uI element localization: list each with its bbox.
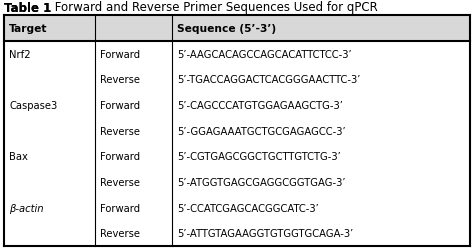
Text: 5’-TGACCAGGACTCACGGGAACTTC-3’: 5’-TGACCAGGACTCACGGGAACTTC-3’ [177,75,360,85]
Text: Caspase3: Caspase3 [9,101,57,110]
Text: Sequence (5’-3’): Sequence (5’-3’) [177,24,276,34]
Text: Target: Target [9,24,47,34]
Text: β-actin: β-actin [9,203,44,213]
Text: 5’-AAGCACAGCCAGCACATTCTCC-3’: 5’-AAGCACAGCCAGCACATTCTCC-3’ [177,50,351,59]
Text: 5’-ATTGTAGAAGGTGTGGTGCAGA-3’: 5’-ATTGTAGAAGGTGTGGTGCAGA-3’ [177,228,353,238]
Text: 5’-CCATCGAGCACGGCATC-3’: 5’-CCATCGAGCACGGCATC-3’ [177,203,319,213]
Text: 5’-CGTGAGCGGCTGCTTGTCTG-3’: 5’-CGTGAGCGGCTGCTTGTCTG-3’ [177,152,340,162]
Text: Table 1: Table 1 [4,2,51,15]
Text: Forward: Forward [100,101,140,110]
Bar [4,16,470,42]
Text: 5’-CAGCCCATGTGGAGAAGCTG-3’: 5’-CAGCCCATGTGGAGAAGCTG-3’ [177,101,343,110]
Text: Reverse: Reverse [100,126,140,136]
Text: Reverse: Reverse [100,228,140,238]
Text: 5’-ATGGTGAGCGAGGCGGTGAG-3’: 5’-ATGGTGAGCGAGGCGGTGAG-3’ [177,177,345,187]
Text: Forward and Reverse Primer Sequences Used for qPCR: Forward and Reverse Primer Sequences Use… [51,2,378,15]
Text: Forward: Forward [100,152,140,162]
Text: Reverse: Reverse [100,177,140,187]
Text: Table 1: Table 1 [4,2,51,15]
Text: Bax: Bax [9,152,28,162]
Text: Reverse: Reverse [100,75,140,85]
Text: Forward: Forward [100,50,140,59]
Text: 5’-GGAGAAATGCTGCGAGAGCC-3’: 5’-GGAGAAATGCTGCGAGAGCC-3’ [177,126,346,136]
Text: Nrf2: Nrf2 [9,50,31,59]
Text: Forward: Forward [100,203,140,213]
